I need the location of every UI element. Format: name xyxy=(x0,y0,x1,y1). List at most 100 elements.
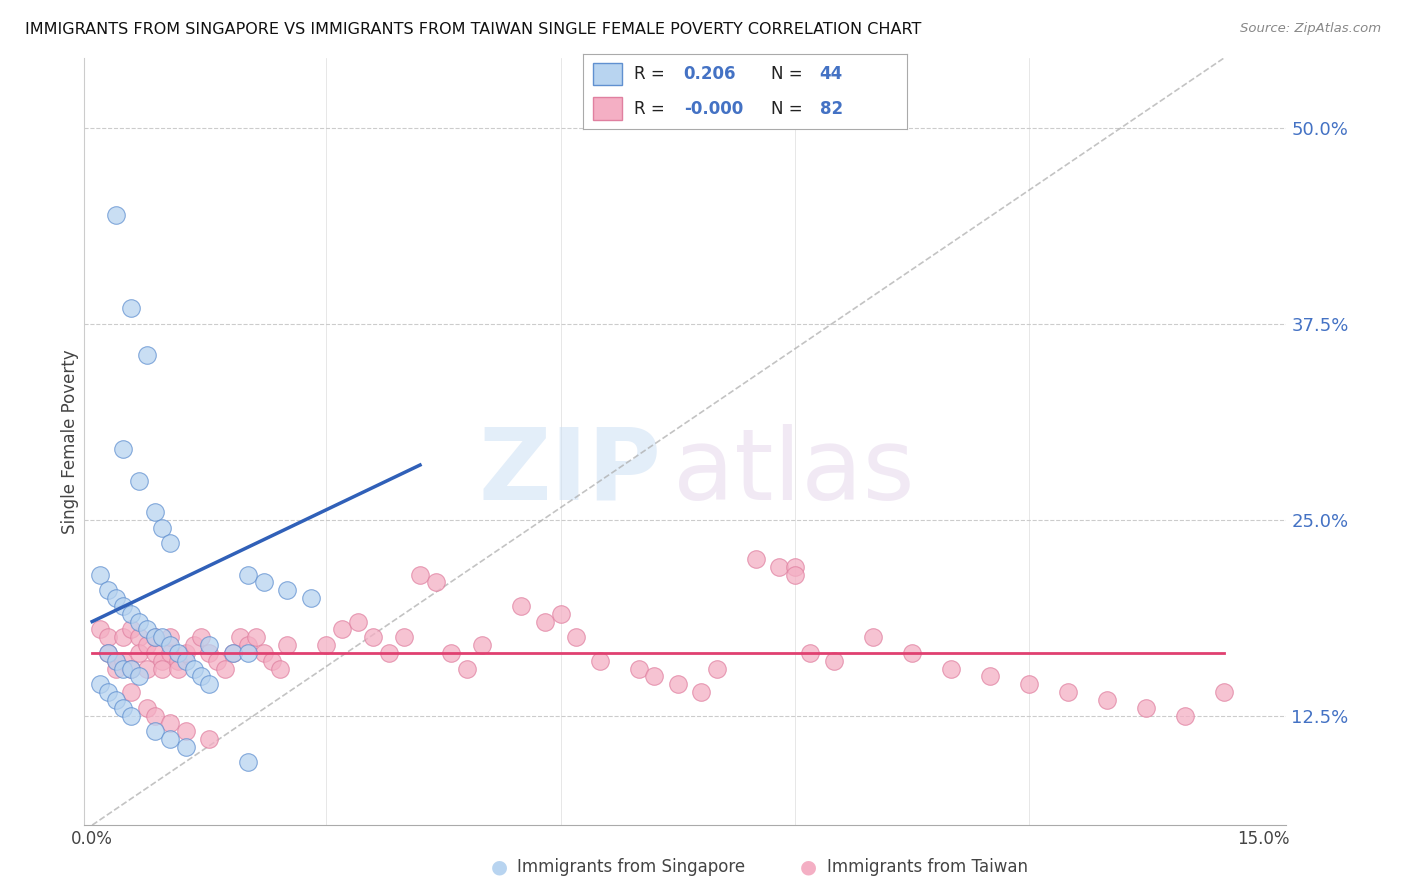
Point xyxy=(167,661,190,675)
Point xyxy=(104,591,127,606)
Point xyxy=(238,567,260,582)
Point xyxy=(588,654,610,668)
Point xyxy=(299,591,322,606)
Point xyxy=(409,567,432,582)
Point xyxy=(783,559,806,574)
Point xyxy=(120,607,142,621)
Point xyxy=(159,536,181,550)
Point xyxy=(253,575,276,590)
Text: IMMIGRANTS FROM SINGAPORE VS IMMIGRANTS FROM TAIWAN SINGLE FEMALE POVERTY CORREL: IMMIGRANTS FROM SINGAPORE VS IMMIGRANTS … xyxy=(25,22,922,37)
Point xyxy=(104,693,127,707)
Point xyxy=(104,661,127,675)
Y-axis label: Single Female Poverty: Single Female Poverty xyxy=(60,350,79,533)
Text: ZIP: ZIP xyxy=(478,424,661,521)
Point xyxy=(167,646,190,660)
Point xyxy=(152,661,174,675)
Point xyxy=(97,583,120,598)
Point xyxy=(425,575,447,590)
Point xyxy=(128,646,150,660)
Point xyxy=(1018,677,1040,691)
Point xyxy=(174,654,197,668)
Point xyxy=(120,661,142,675)
Point xyxy=(198,646,221,660)
Text: -0.000: -0.000 xyxy=(683,100,742,118)
Text: ●: ● xyxy=(491,857,508,877)
Point xyxy=(260,654,283,668)
Point xyxy=(1057,685,1080,699)
Point xyxy=(378,646,401,660)
Point xyxy=(901,646,924,660)
Point xyxy=(315,638,337,652)
Point xyxy=(97,630,120,644)
Point xyxy=(159,731,181,746)
Point xyxy=(143,646,166,660)
Point xyxy=(143,630,166,644)
Point xyxy=(744,552,766,566)
Point xyxy=(89,567,111,582)
Point xyxy=(159,646,181,660)
Point xyxy=(112,654,135,668)
Point xyxy=(120,708,142,723)
Point xyxy=(627,661,650,675)
Point xyxy=(135,638,157,652)
Text: 44: 44 xyxy=(820,65,842,83)
Point xyxy=(143,724,166,739)
Point xyxy=(346,615,368,629)
Point xyxy=(238,646,260,660)
Point xyxy=(120,685,142,699)
Point xyxy=(276,638,298,652)
Point xyxy=(159,716,181,731)
Point xyxy=(1213,685,1236,699)
Point xyxy=(128,630,150,644)
Point xyxy=(643,669,665,683)
Point xyxy=(799,646,821,660)
Point xyxy=(104,654,127,668)
Point xyxy=(456,661,478,675)
Point xyxy=(128,669,150,683)
Text: N =: N = xyxy=(770,65,803,83)
Point xyxy=(245,630,267,644)
Point xyxy=(152,521,174,535)
Point xyxy=(97,646,120,660)
Point xyxy=(112,630,135,644)
Point xyxy=(174,646,197,660)
Point xyxy=(330,623,353,637)
Point xyxy=(229,630,252,644)
Point xyxy=(97,685,120,699)
Bar xyxy=(593,97,623,120)
Point xyxy=(174,739,197,754)
Point xyxy=(152,630,174,644)
Point xyxy=(135,700,157,714)
Point xyxy=(823,654,845,668)
Point xyxy=(706,661,728,675)
Point xyxy=(768,559,790,574)
Point xyxy=(159,638,181,652)
Text: R =: R = xyxy=(634,100,665,118)
Point xyxy=(89,677,111,691)
Text: Immigrants from Singapore: Immigrants from Singapore xyxy=(517,858,745,876)
Point xyxy=(276,583,298,598)
Point xyxy=(183,638,205,652)
Text: N =: N = xyxy=(770,100,803,118)
Point xyxy=(783,567,806,582)
Text: Immigrants from Taiwan: Immigrants from Taiwan xyxy=(827,858,1028,876)
Point xyxy=(167,654,190,668)
Point xyxy=(440,646,463,660)
Point xyxy=(135,623,157,637)
Point xyxy=(128,474,150,488)
Point xyxy=(143,630,166,644)
Point xyxy=(269,661,291,675)
Text: Source: ZipAtlas.com: Source: ZipAtlas.com xyxy=(1240,22,1381,36)
Point xyxy=(120,661,142,675)
Text: 0.206: 0.206 xyxy=(683,65,737,83)
Point xyxy=(471,638,494,652)
Point xyxy=(361,630,384,644)
Point xyxy=(550,607,572,621)
Point xyxy=(104,654,127,668)
Point xyxy=(135,348,157,362)
Bar xyxy=(593,62,623,86)
Point xyxy=(221,646,243,660)
Point xyxy=(1095,693,1118,707)
Point xyxy=(89,623,111,637)
Text: atlas: atlas xyxy=(673,424,915,521)
